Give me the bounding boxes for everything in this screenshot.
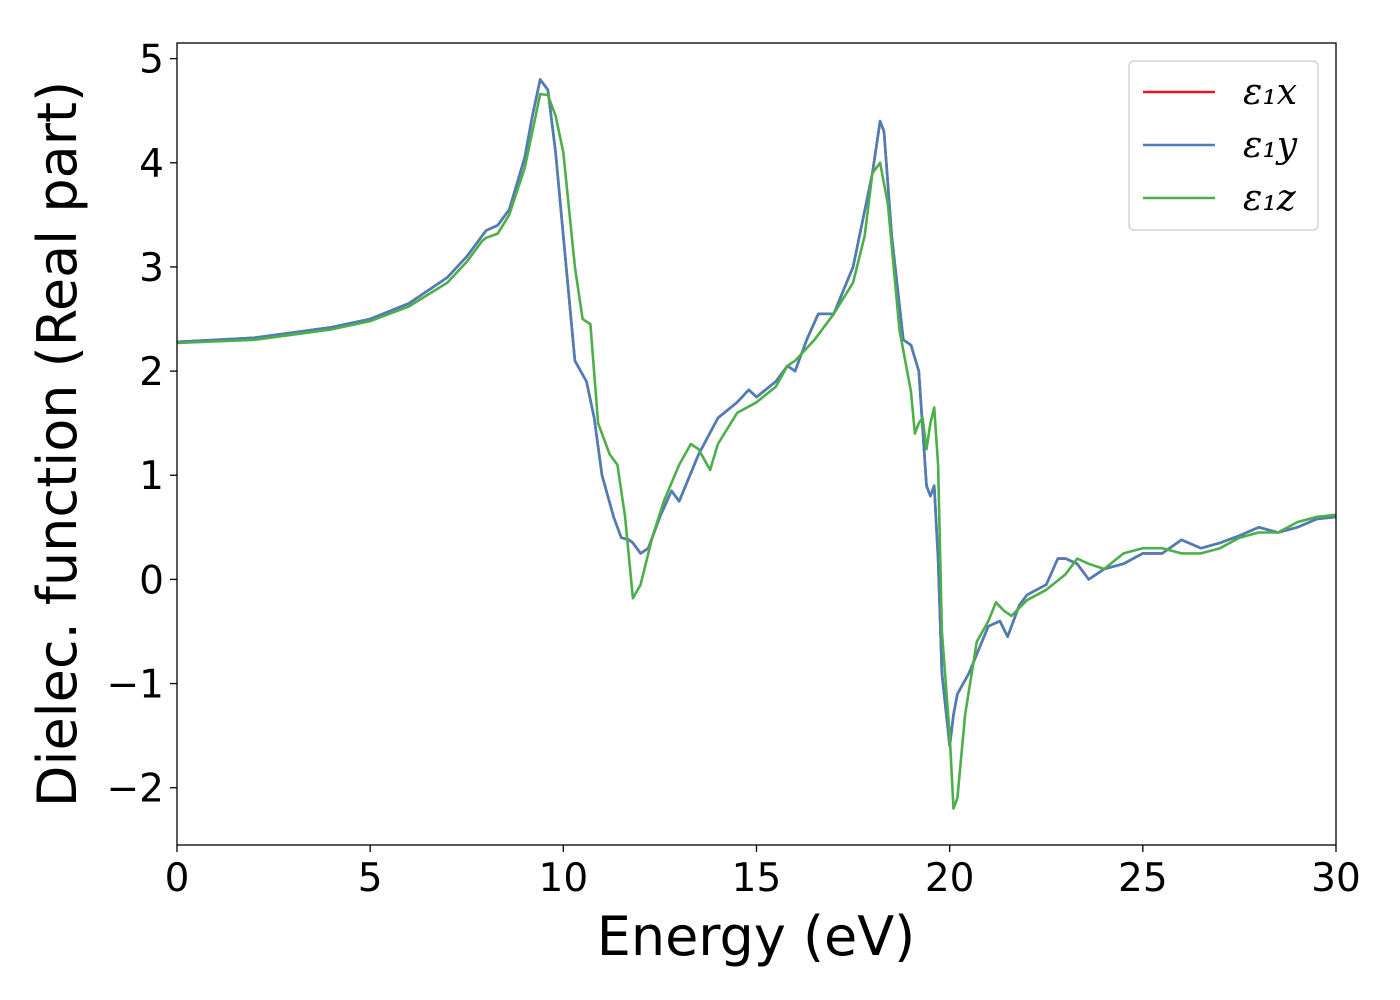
y-tick-label: 3 (139, 246, 164, 291)
x-tick-label: 30 (1311, 856, 1361, 901)
legend-label: ε₁x (1243, 72, 1297, 113)
x-tick-label: 25 (1118, 856, 1168, 901)
y-tick-label: 2 (139, 350, 164, 395)
legend: ε₁x ε₁y ε₁z (1128, 60, 1319, 231)
legend-label: ε₁y (1243, 125, 1298, 166)
x-tick-label: 0 (165, 856, 190, 901)
y-axis: −2 −1 0 1 2 3 4 5 (107, 38, 177, 812)
y-tick-label: −2 (107, 767, 165, 812)
x-tick-label: 10 (539, 856, 589, 901)
y-axis-title: Dielec. function (Real part) (26, 81, 89, 807)
legend-label: ε₁z (1243, 178, 1297, 219)
y-tick-label: −1 (107, 663, 165, 708)
x-tick-label: 20 (925, 856, 975, 901)
legend-box (1128, 60, 1319, 231)
x-tick-label: 5 (358, 856, 383, 901)
series-layer (177, 78, 1336, 810)
y-tick-label: 4 (139, 142, 164, 187)
x-tick-label: 15 (732, 856, 782, 901)
y-tick-label: 0 (139, 558, 164, 603)
series-line-3 (177, 92, 1336, 810)
y-tick-label: 5 (139, 38, 164, 83)
x-axis-title: Energy (eV) (597, 905, 916, 968)
x-axis: 0 5 10 15 20 25 30 (165, 845, 1361, 901)
y-tick-label: 1 (139, 454, 164, 499)
